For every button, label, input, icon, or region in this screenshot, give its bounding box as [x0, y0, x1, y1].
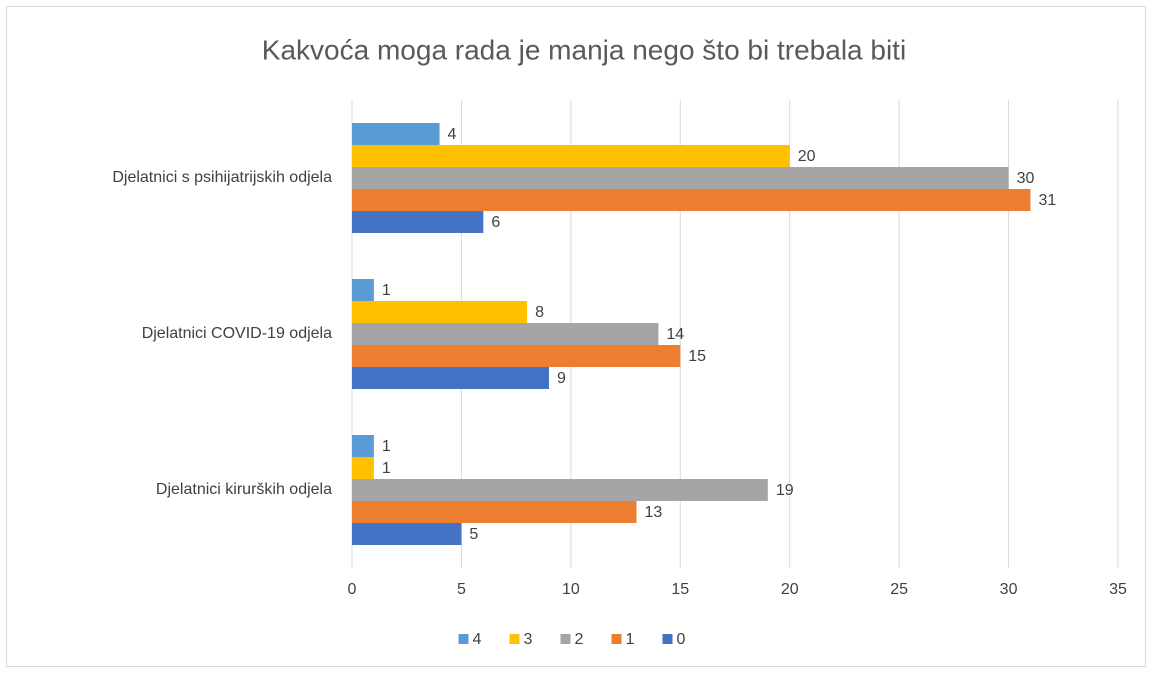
x-tick-label: 5	[457, 581, 466, 598]
bar	[352, 457, 374, 479]
x-tick-label: 30	[1000, 581, 1018, 598]
bar	[352, 435, 374, 457]
legend-swatch	[560, 634, 571, 644]
bar	[352, 211, 484, 233]
x-tick-label: 0	[348, 581, 357, 598]
data-label: 8	[535, 304, 544, 321]
legend-label: 1	[626, 631, 635, 648]
y-tick-label: Djelatnici s psihijatrijskih odjela	[112, 169, 332, 186]
x-tick-label: 35	[1109, 581, 1127, 598]
legend-swatch	[458, 634, 469, 644]
bar	[352, 279, 374, 301]
bar	[352, 345, 681, 367]
legend-label: 0	[677, 631, 686, 648]
data-label: 5	[469, 526, 478, 543]
legend-label: 3	[524, 631, 533, 648]
bar	[352, 189, 1031, 211]
data-label: 14	[666, 326, 684, 343]
legend-swatch	[611, 634, 622, 644]
bar	[352, 479, 768, 501]
bar	[352, 367, 549, 389]
data-label: 9	[557, 370, 566, 387]
data-label: 4	[448, 126, 457, 143]
data-label: 13	[645, 504, 663, 521]
bar	[352, 123, 440, 145]
data-label: 1	[382, 282, 391, 299]
legend-swatch	[662, 634, 673, 644]
legend-swatch	[509, 634, 520, 644]
data-label: 19	[776, 482, 794, 499]
x-tick-label: 10	[562, 581, 580, 598]
bar	[352, 145, 790, 167]
bar	[352, 501, 637, 523]
y-tick-label: Djelatnici kirurških odjela	[156, 481, 332, 498]
legend-label: 2	[575, 631, 584, 648]
x-tick-label: 15	[671, 581, 689, 598]
legend-label: 4	[473, 631, 482, 648]
data-label: 1	[382, 460, 391, 477]
data-label: 20	[798, 148, 816, 165]
y-tick-label: Djelatnici COVID-19 odjela	[142, 325, 332, 342]
bar	[352, 167, 1009, 189]
data-label: 31	[1038, 192, 1056, 209]
x-tick-label: 25	[890, 581, 908, 598]
bar	[352, 323, 659, 345]
data-label: 30	[1017, 170, 1035, 187]
bar	[352, 301, 528, 323]
data-label: 1	[382, 438, 391, 455]
data-label: 15	[688, 348, 706, 365]
bar	[352, 523, 462, 545]
x-tick-label: 20	[781, 581, 799, 598]
chart-title: Kakvoća moga rada je manja nego što bi t…	[262, 34, 906, 65]
data-label: 6	[491, 214, 500, 231]
